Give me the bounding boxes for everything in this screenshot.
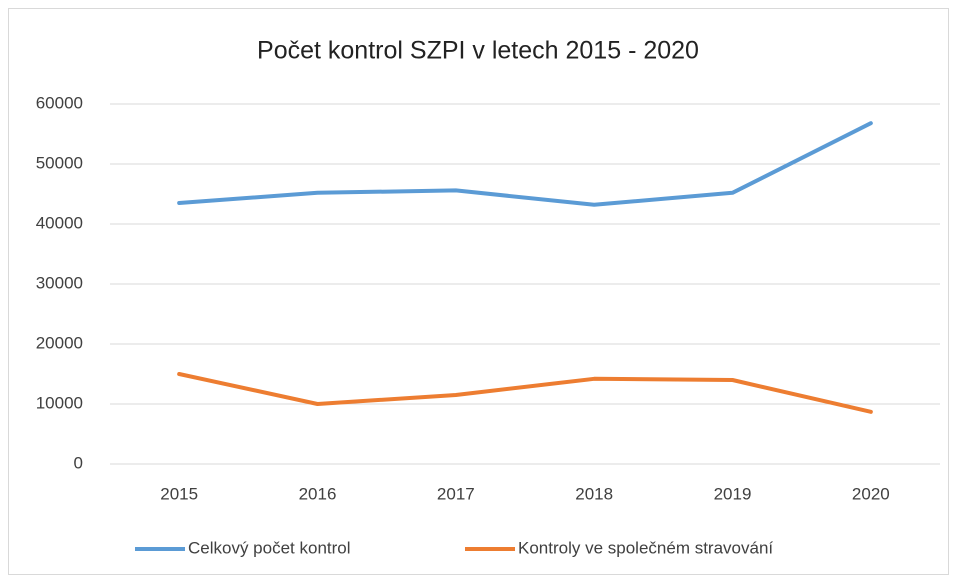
y-tick-label: 30000 [36,273,83,292]
y-tick-label: 0 [74,453,83,472]
series-line [177,121,873,207]
x-tick-label: 2018 [575,484,613,503]
legend-label: Kontroly ve společném stravování [518,538,773,557]
legend-label: Celkový počet kontrol [188,538,351,557]
chart-title: Počet kontrol SZPI v letech 2015 - 2020 [257,37,699,65]
x-tick-label: 2016 [299,484,337,503]
y-tick-label: 10000 [36,393,83,412]
x-tick-label: 2019 [714,484,752,503]
series-line [177,372,873,414]
y-tick-label: 50000 [36,153,83,172]
y-tick-label: 60000 [36,93,83,112]
x-tick-label: 2020 [852,484,890,503]
chart-border [8,8,949,575]
x-tick-label: 2017 [437,484,475,503]
x-tick-label: 2015 [160,484,198,503]
y-tick-label: 40000 [36,213,83,232]
y-tick-label: 20000 [36,333,83,352]
